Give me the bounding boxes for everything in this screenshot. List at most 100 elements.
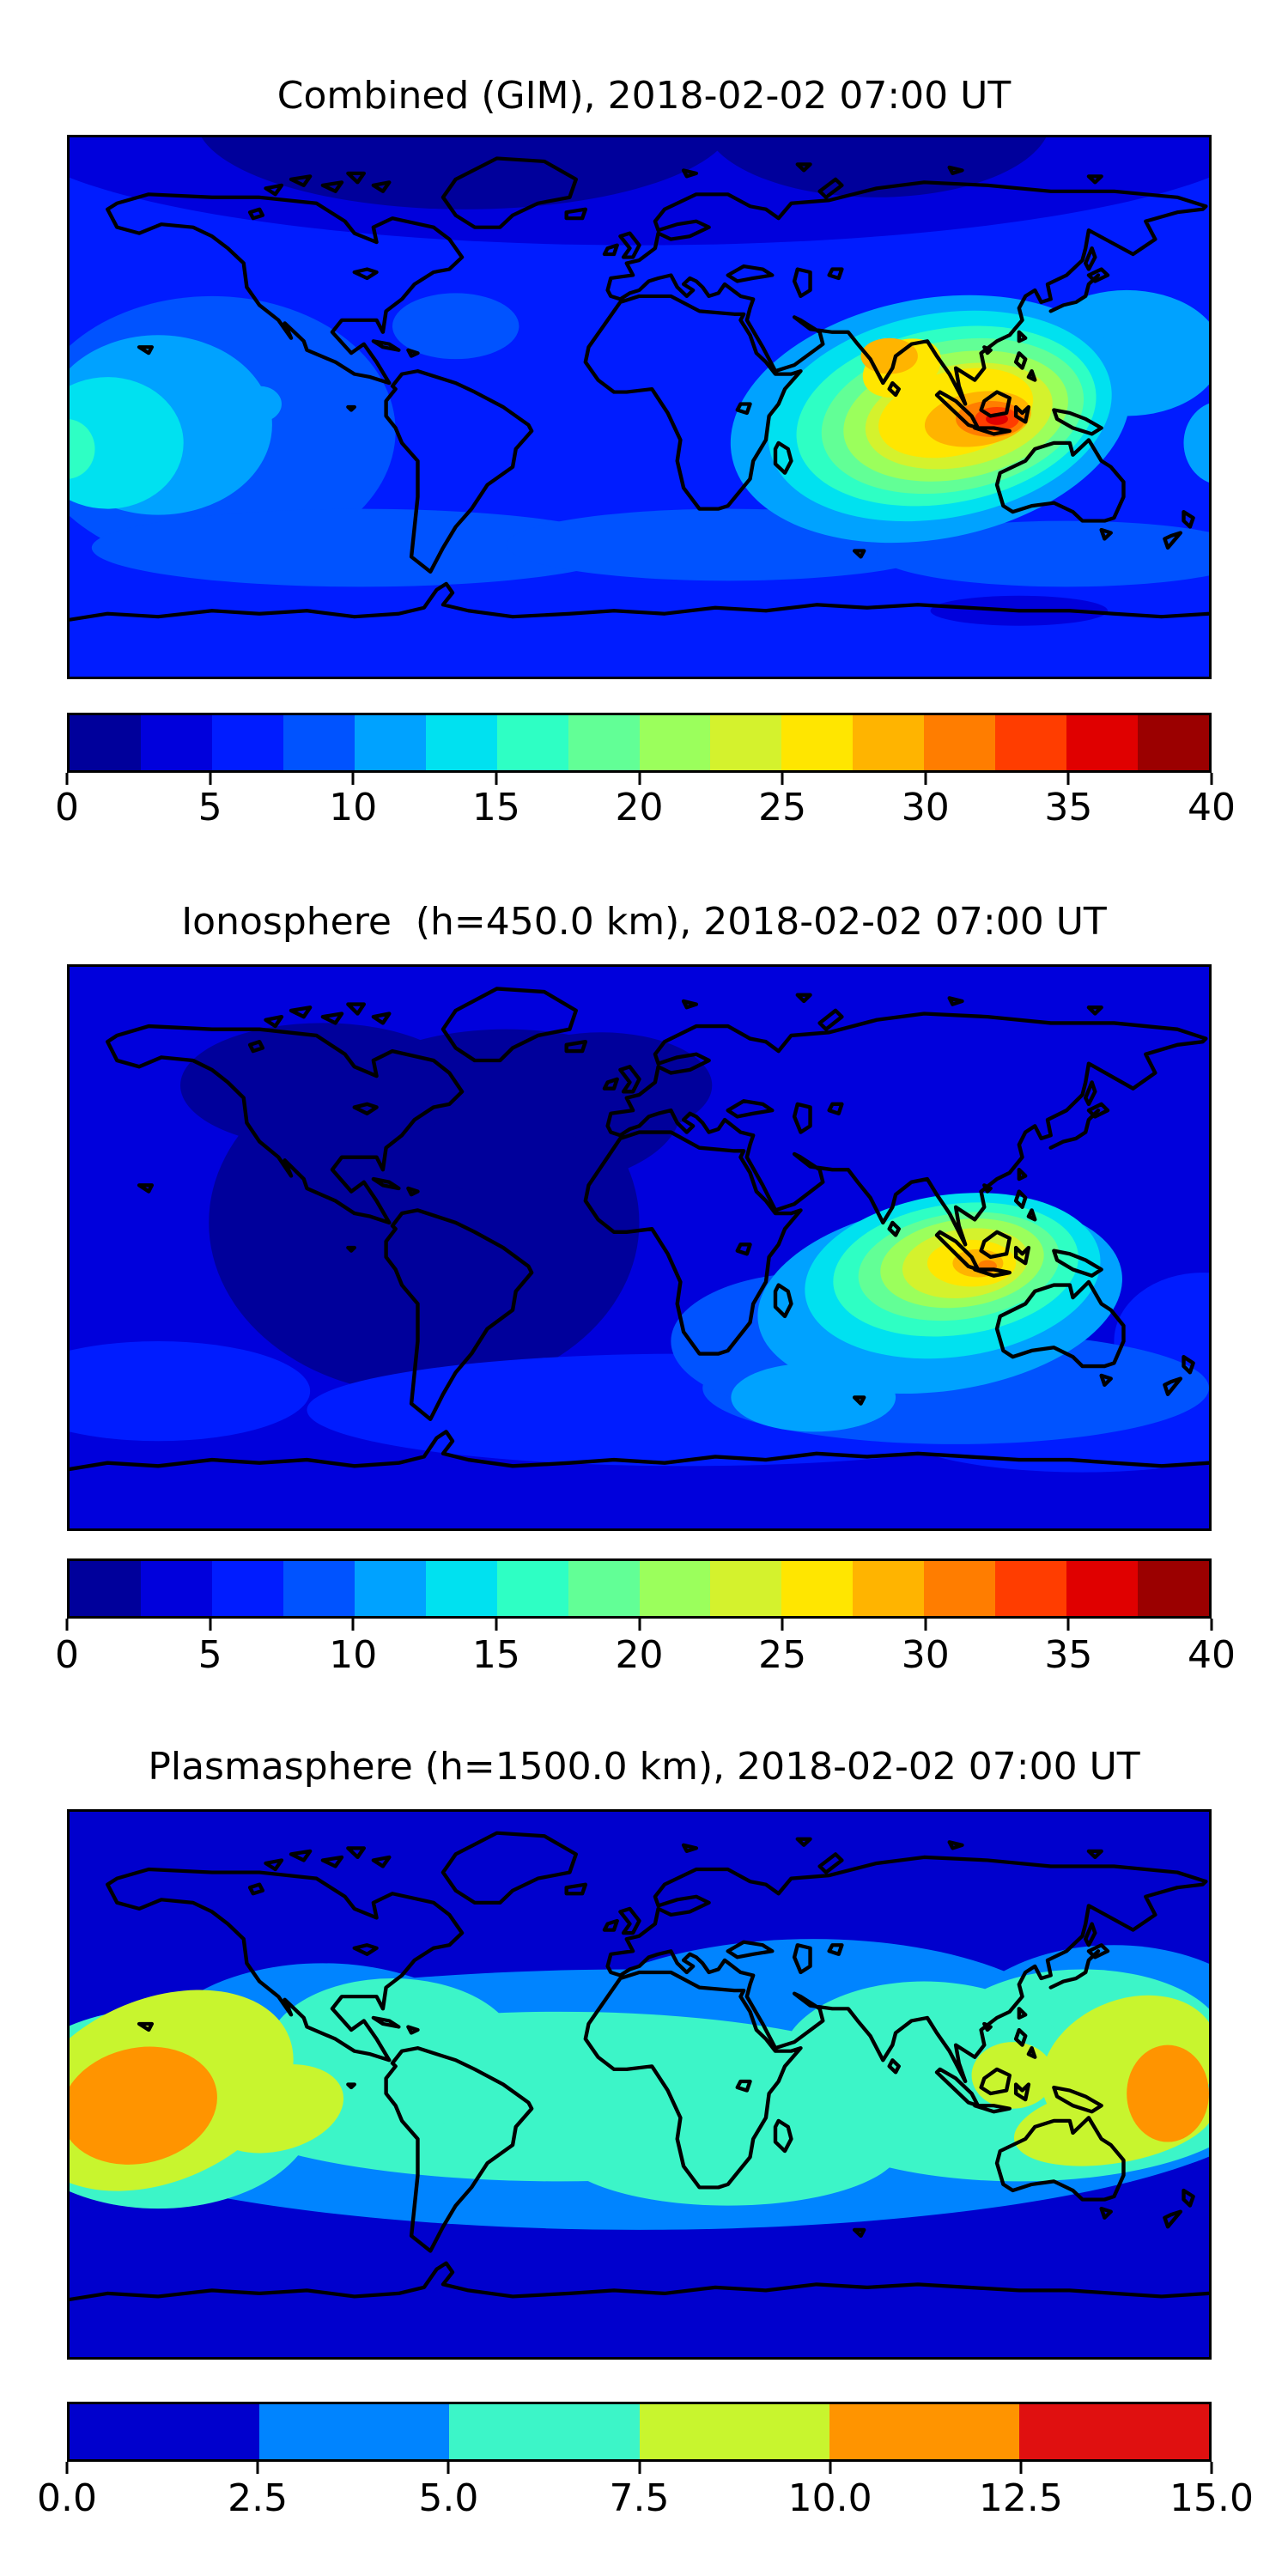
- contour-blobs: [70, 967, 1209, 1528]
- colorbar-segment: [781, 1561, 854, 1616]
- colorbar-segment: [639, 715, 711, 770]
- colorbar-tick: [351, 1619, 355, 1631]
- colorbar-tick-label: 0.0: [37, 2476, 97, 2520]
- contour-level-blob: [70, 2046, 217, 2165]
- colorbar-segment: [211, 1561, 283, 1616]
- contour-level-blob: [70, 1341, 311, 1442]
- contour-level-blob: [70, 419, 95, 479]
- colorbar-tick-label: 15.0: [1170, 2476, 1254, 2520]
- colorbar-segment: [496, 715, 568, 770]
- contour-level-blob: [1183, 403, 1209, 483]
- colorbar-segment: [710, 1561, 782, 1616]
- colorbar-tick: [1210, 773, 1213, 785]
- colorbar-tick: [209, 773, 212, 785]
- colorbar-tick: [351, 773, 355, 785]
- contour-level-blob: [180, 1023, 465, 1148]
- colorbar-labels-ionosphere: 0 5 10 15 20 25 30 35 40: [55, 1632, 1236, 1679]
- colorbar-tick: [65, 2462, 69, 2474]
- colorbar-segment: [1138, 715, 1209, 770]
- colorbar-segment: [924, 715, 996, 770]
- contour-level-blob: [70, 377, 184, 509]
- colorbar-segment: [1066, 715, 1139, 770]
- contour-level-blob: [971, 2042, 1054, 2109]
- colorbar-tick: [1066, 773, 1070, 785]
- contour-level-blob: [952, 1249, 1004, 1278]
- colorbar-segment: [639, 1561, 711, 1616]
- colorbar-tick: [638, 1619, 641, 1631]
- colorbar-tick-label: 5: [197, 786, 222, 829]
- colorbar-tick-label: 5.0: [418, 2476, 479, 2520]
- contour-level-blob: [207, 2063, 344, 2154]
- colorbar-tick-label: 35: [1044, 1633, 1093, 1677]
- colorbar-segment: [995, 715, 1067, 770]
- colorbar-segment: [853, 1561, 925, 1616]
- colorbar-tick: [829, 2462, 832, 2474]
- colorbar-plasmasphere: [67, 2402, 1212, 2462]
- colorbar-segment: [70, 715, 141, 770]
- colorbar-tick: [1019, 2462, 1023, 2474]
- colorbar-tick: [781, 1619, 784, 1631]
- panel-title-combined: Combined (GIM), 2018-02-02 07:00 UT: [276, 74, 1012, 118]
- colorbar-segment: [568, 715, 640, 770]
- colorbar-tick-label: 0: [55, 786, 79, 829]
- colorbar-tick-label: 0: [55, 1633, 79, 1677]
- colorbar-segment: [1138, 1561, 1209, 1616]
- colorbar-tick: [65, 773, 69, 785]
- world-map-plasmasphere: [67, 1809, 1212, 2360]
- colorbar-tick-label: 7.5: [609, 2476, 670, 2520]
- colorbar-segment: [140, 1561, 212, 1616]
- colorbar-tick-label: 25: [758, 786, 807, 829]
- colorbar-ticks-combined: [65, 773, 1213, 787]
- colorbar-tick: [447, 2462, 450, 2474]
- colorbar-tick-label: 10: [329, 786, 378, 829]
- colorbar-segment: [283, 1561, 355, 1616]
- colorbar-segment: [70, 1561, 141, 1616]
- world-map-combined: [67, 135, 1212, 679]
- colorbar-tick-label: 40: [1188, 786, 1236, 829]
- panel-title-ionosphere: Ionosphere (h=450.0 km), 2018-02-02 07:0…: [181, 900, 1107, 944]
- colorbar-tick-label: 12.5: [978, 2476, 1063, 2520]
- colorbar-segment: [259, 2404, 450, 2459]
- colorbar-segment: [639, 2404, 829, 2459]
- colorbar-segment: [924, 1561, 996, 1616]
- contour-blobs: [70, 1812, 1209, 2357]
- colorbar-segment: [425, 1561, 497, 1616]
- contour-map-svg: [70, 967, 1209, 1528]
- colorbar-segment: [283, 715, 355, 770]
- colorbar-tick: [495, 773, 498, 785]
- colorbar-tick-label: 40: [1188, 1633, 1236, 1677]
- colorbar-tick: [781, 773, 784, 785]
- colorbar-tick: [638, 2462, 641, 2474]
- colorbar-combined: [67, 713, 1212, 773]
- colorbar-segment: [853, 715, 925, 770]
- colorbar-tick-label: 30: [901, 1633, 950, 1677]
- colorbar-segment: [140, 715, 212, 770]
- colorbar-tick-label: 10.0: [787, 2476, 872, 2520]
- contour-map-svg: [70, 1812, 1209, 2357]
- colorbar-segment: [70, 2404, 260, 2459]
- colorbar-ticks-ionosphere: [65, 1619, 1213, 1632]
- colorbar-tick-label: 10: [329, 1633, 378, 1677]
- colorbar-segment: [449, 2404, 640, 2459]
- colorbar-segment: [354, 1561, 426, 1616]
- world-map-ionosphere: [67, 964, 1212, 1531]
- colorbar-tick: [1210, 1619, 1213, 1631]
- colorbar-tick: [256, 2462, 259, 2474]
- colorbar-segment: [496, 1561, 568, 1616]
- colorbar-ticks-plasmasphere: [65, 2462, 1213, 2476]
- colorbar-tick-label: 15: [471, 786, 520, 829]
- colorbar-tick-label: 5: [197, 1633, 222, 1677]
- colorbar-tick-label: 25: [758, 1633, 807, 1677]
- colorbar-segment: [781, 715, 854, 770]
- colorbar-segment: [568, 1561, 640, 1616]
- colorbar-tick: [65, 1619, 69, 1631]
- panel-title-plasmasphere: Plasmasphere (h=1500.0 km), 2018-02-02 0…: [148, 1745, 1140, 1789]
- colorbar-tick-label: 20: [615, 786, 664, 829]
- contour-level-blob: [553, 2084, 902, 2206]
- colorbar-segment: [1018, 2404, 1210, 2459]
- colorbar-ionosphere: [67, 1558, 1212, 1619]
- colorbar-segment: [829, 2404, 1019, 2459]
- colorbar-tick-label: 20: [615, 1633, 664, 1677]
- contour-blobs: [70, 137, 1209, 677]
- colorbar-segment: [995, 1561, 1067, 1616]
